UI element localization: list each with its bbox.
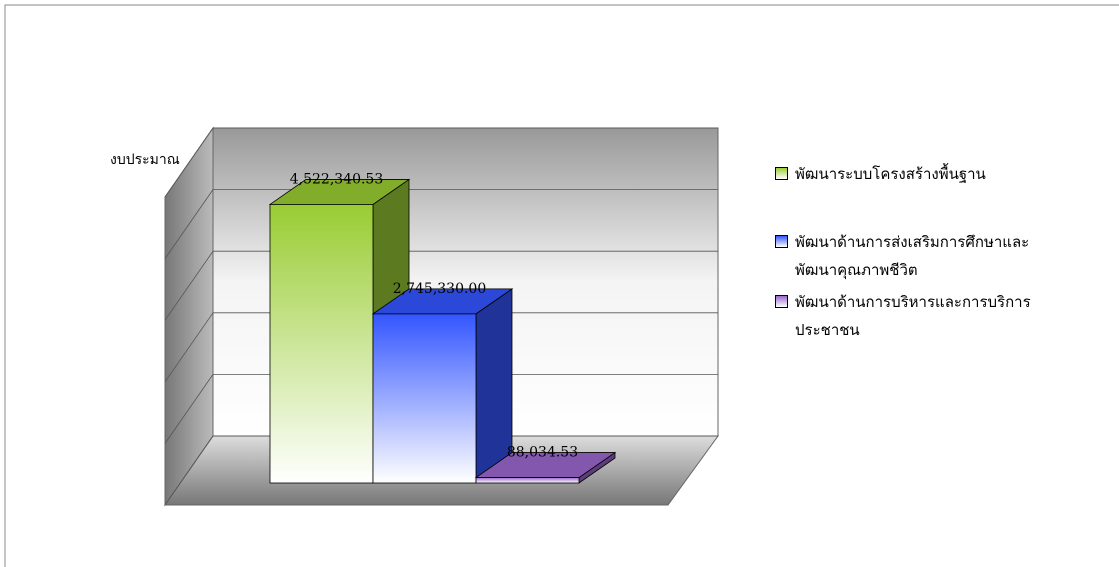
value-label: 2,745,330.00 (393, 281, 487, 297)
value-label: 88,034.53 (507, 445, 578, 461)
legend-label: พัฒนาระบบโครงสร้างพื้นฐาน (795, 165, 986, 183)
bar (475, 477, 580, 484)
grid-line-side (164, 435, 214, 506)
grid-line-side (164, 250, 214, 321)
y-axis-label: งบประมาณ (110, 152, 180, 168)
grid-line-side (164, 312, 214, 383)
legend-item: พัฒนาด้านการส่งเสริมการศึกษาและพัฒนาคุณภ… (775, 228, 1045, 284)
grid-line-side (164, 127, 214, 198)
legend-item: พัฒนาด้านการบริหารและการบริการประชาชน (775, 288, 1045, 344)
bar (372, 313, 477, 484)
legend-label: พัฒนาด้านการส่งเสริมการศึกษาและพัฒนาคุณภ… (795, 233, 1030, 279)
grid-line-side (164, 374, 214, 444)
grid-line-side (164, 189, 214, 259)
legend-label: พัฒนาด้านการบริหารและการบริการประชาชน (795, 293, 1031, 339)
legend: พัฒนาระบบโครงสร้างพื้นฐานพัฒนาด้านการส่ง… (775, 160, 1045, 348)
legend-swatch (775, 295, 788, 308)
value-label: 4,522,340.53 (290, 171, 384, 187)
legend-swatch (775, 235, 788, 248)
legend-swatch (775, 167, 788, 180)
frame (4, 4, 1119, 567)
legend-item: พัฒนาระบบโครงสร้างพื้นฐาน (775, 160, 1045, 188)
bar (269, 204, 374, 484)
